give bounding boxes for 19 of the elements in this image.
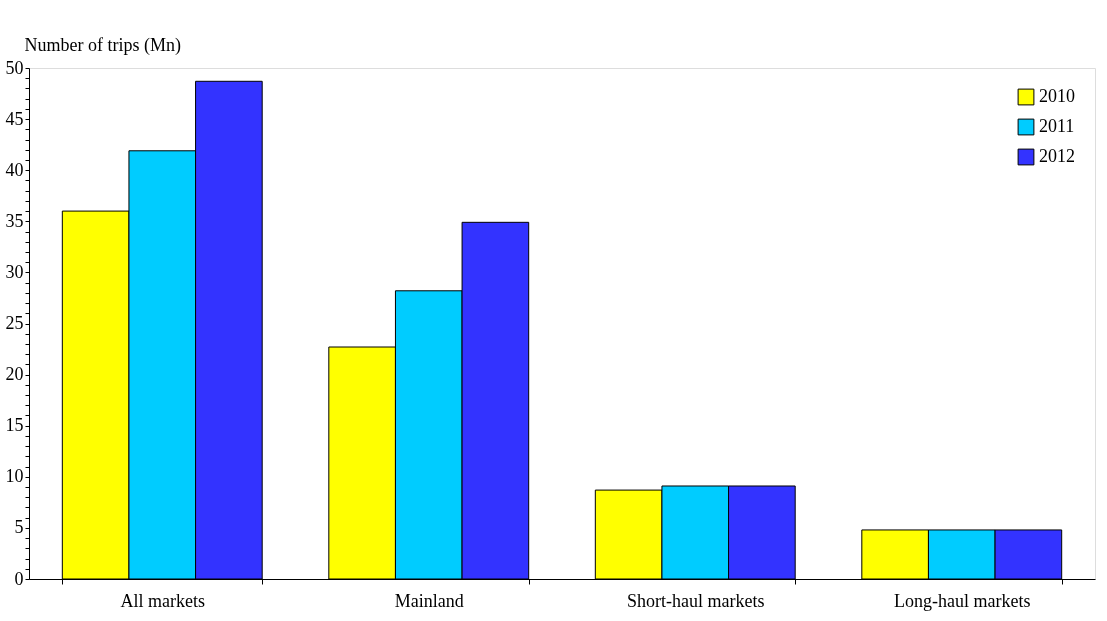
y-tick-label: 15 <box>5 415 24 436</box>
y-tick-label: 0 <box>14 568 24 589</box>
y-tick-label: 5 <box>14 517 24 538</box>
y-tick-label: 45 <box>5 108 24 129</box>
y-tick-label: 10 <box>5 466 24 487</box>
y-axis-title: Number of trips (Mn) <box>24 34 181 56</box>
x-tick-label: All markets <box>120 590 205 611</box>
legend-label: 2012 <box>1039 146 1075 166</box>
y-tick-label: 20 <box>5 364 24 385</box>
x-tick-label: Mainland <box>394 590 464 611</box>
x-tick-label: Long-haul markets <box>894 590 1031 611</box>
y-tick-label: 50 <box>5 57 24 78</box>
y-tick-label: 30 <box>5 261 24 282</box>
y-tick-label: 35 <box>5 210 24 231</box>
y-tick-label: 25 <box>5 313 24 333</box>
y-tick-label: 40 <box>5 159 24 180</box>
legend-label: 2010 <box>1039 86 1075 106</box>
x-tick-label: Short-haul markets <box>627 590 765 611</box>
legend-label: 2011 <box>1039 116 1075 136</box>
